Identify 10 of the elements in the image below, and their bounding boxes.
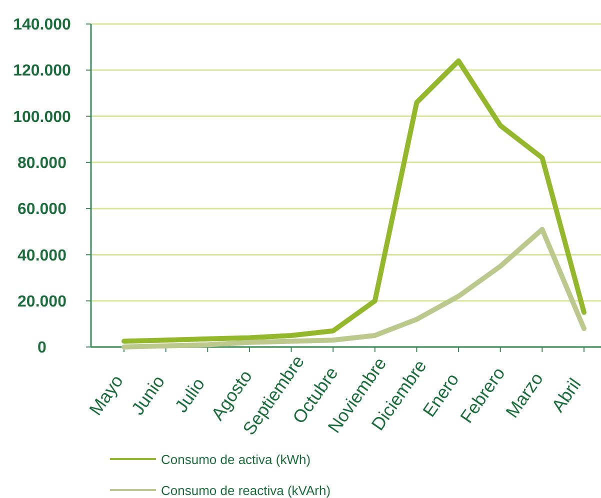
y-tick-label: 40.000 <box>18 247 67 264</box>
legend-label: Consumo de reactiva (kVArh) <box>161 483 331 498</box>
y-tick-label: 0 <box>38 340 47 357</box>
y-tick-label: 80.000 <box>18 155 67 172</box>
y-tick-label: 140.000 <box>13 16 72 34</box>
y-tick-label: 20.000 <box>18 293 67 310</box>
y-tick-label: 100.000 <box>13 108 72 126</box>
y-tick-label: 60.000 <box>18 201 67 218</box>
legend-label: Consumo de activa (kWh) <box>161 452 311 467</box>
y-tick-label: 120.000 <box>13 62 72 80</box>
